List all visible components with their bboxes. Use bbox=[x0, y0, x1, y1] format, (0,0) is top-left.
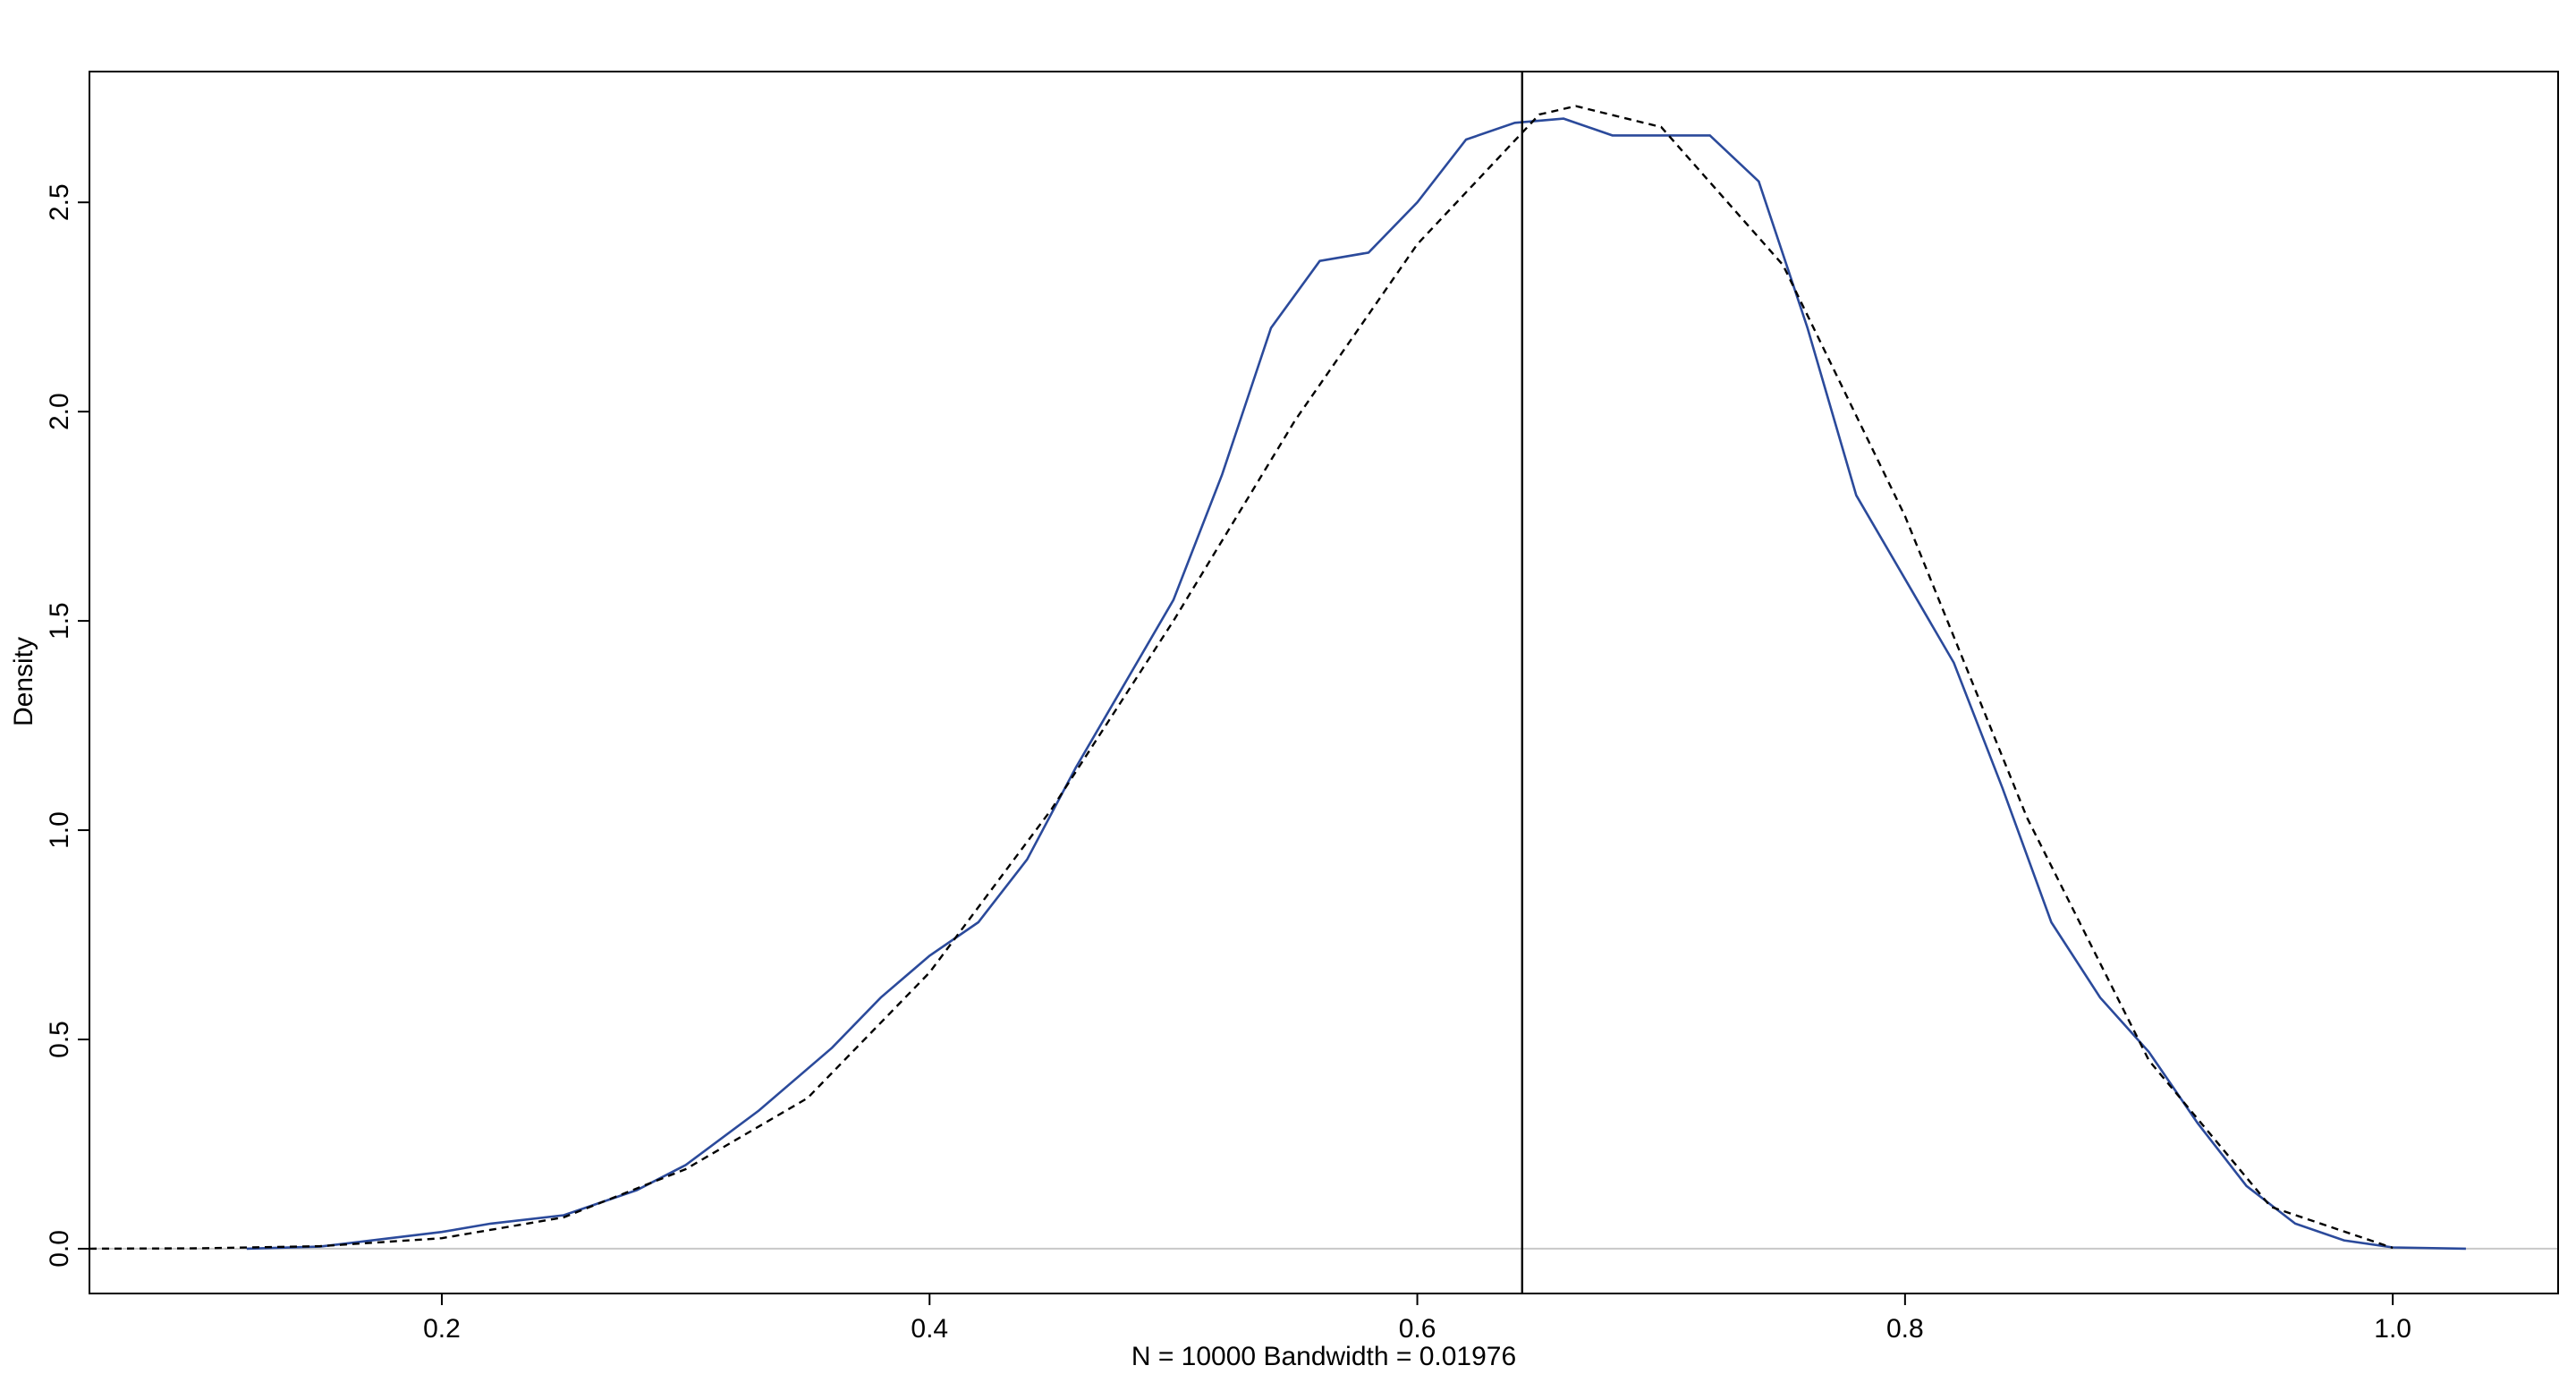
x-tick-label: 0.8 bbox=[1886, 1314, 1924, 1344]
plot-frame bbox=[89, 71, 2559, 1294]
density-line bbox=[89, 105, 2394, 1251]
y-tick-label: 1.5 bbox=[45, 602, 74, 640]
x-tick-label: 0.2 bbox=[423, 1314, 461, 1344]
y-tick-label: 0.0 bbox=[45, 1230, 74, 1268]
y-tick-label: 2.5 bbox=[45, 183, 74, 221]
y-tick-label: 2.0 bbox=[45, 393, 74, 430]
y-tick-label: 1.0 bbox=[45, 811, 74, 849]
x-axis-label: N = 10000 Bandwidth = 0.01976 bbox=[1131, 1342, 1516, 1371]
x-tick-label: 1.0 bbox=[2374, 1314, 2411, 1344]
y-tick-label: 0.5 bbox=[45, 1021, 74, 1058]
x-tick-label: 0.4 bbox=[911, 1314, 948, 1344]
x-tick-label: 0.6 bbox=[1399, 1314, 1436, 1344]
y-axis-label: Density bbox=[9, 637, 38, 726]
density-line bbox=[246, 117, 2466, 1251]
